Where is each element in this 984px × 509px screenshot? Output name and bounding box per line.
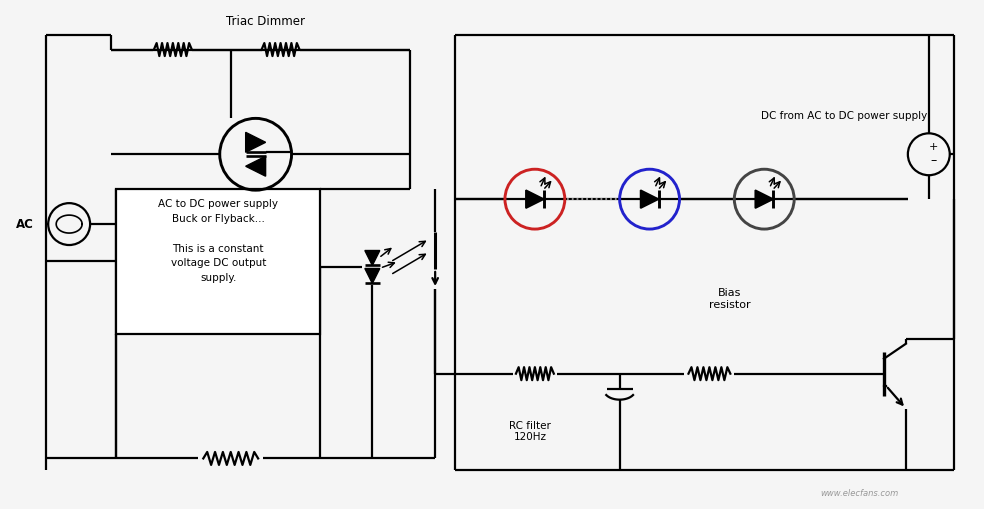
Text: Bias
resistor: Bias resistor xyxy=(708,288,750,309)
Polygon shape xyxy=(756,190,773,208)
Text: –: – xyxy=(931,154,937,167)
Text: +: + xyxy=(929,143,939,152)
FancyBboxPatch shape xyxy=(116,189,321,334)
Polygon shape xyxy=(246,132,266,152)
Text: AC to DC power supply
Buck or Flyback...

This is a constant
voltage DC output
s: AC to DC power supply Buck or Flyback...… xyxy=(158,199,278,283)
Polygon shape xyxy=(525,190,544,208)
Text: DC from AC to DC power supply: DC from AC to DC power supply xyxy=(761,111,927,121)
Text: Triac Dimmer: Triac Dimmer xyxy=(226,15,305,28)
Text: AC: AC xyxy=(17,217,34,231)
Polygon shape xyxy=(641,190,658,208)
Polygon shape xyxy=(246,156,266,176)
Text: www.elecfans.com: www.elecfans.com xyxy=(820,489,898,498)
Polygon shape xyxy=(365,250,380,266)
Polygon shape xyxy=(365,268,380,284)
Text: RC filter
120Hz: RC filter 120Hz xyxy=(509,420,551,442)
